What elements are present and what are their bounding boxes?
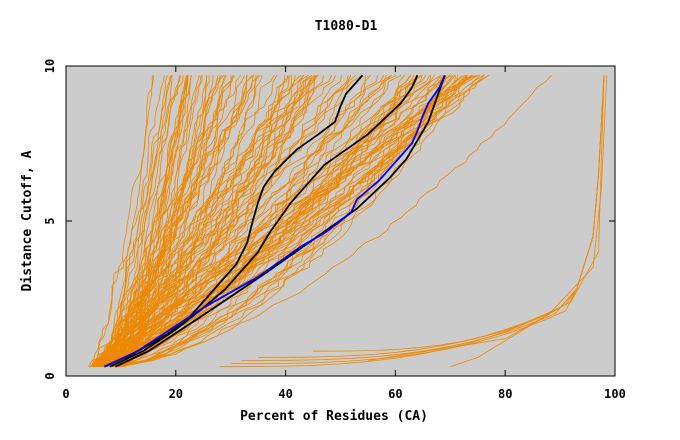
bundle-line bbox=[120, 75, 226, 367]
bundle-line bbox=[96, 74, 319, 368]
bundle-line bbox=[367, 75, 605, 361]
bundle-line bbox=[93, 75, 418, 367]
y-axis-label: Distance Cutoff, A bbox=[20, 150, 35, 291]
bundle-line bbox=[313, 75, 605, 352]
bundle-line bbox=[121, 75, 454, 368]
bundle-line bbox=[88, 75, 444, 368]
bundle-line bbox=[109, 75, 188, 367]
x-tick-label: 80 bbox=[498, 387, 512, 401]
x-tick-label: 60 bbox=[388, 387, 402, 401]
bundle-line bbox=[101, 75, 219, 368]
bundle-line bbox=[96, 75, 245, 367]
bundle-line bbox=[450, 75, 608, 368]
y-tick-label: 5 bbox=[43, 217, 57, 224]
bundle-line bbox=[111, 75, 200, 367]
bundle-line bbox=[99, 75, 552, 368]
bundle-line bbox=[102, 74, 475, 367]
bundle-line bbox=[123, 75, 445, 368]
bundle-line bbox=[118, 75, 318, 367]
bundle-line bbox=[108, 75, 332, 367]
bundle-line bbox=[94, 75, 155, 367]
bundle-line bbox=[100, 74, 309, 367]
bundle-line bbox=[94, 74, 472, 367]
x-tick-label: 100 bbox=[604, 387, 626, 401]
series-line-3 bbox=[104, 74, 446, 368]
bundle-line bbox=[113, 75, 468, 368]
bundle-line bbox=[108, 75, 153, 367]
bundle-line bbox=[94, 75, 457, 368]
chart-title: T1080-D1 bbox=[315, 19, 378, 34]
bundle-line bbox=[100, 75, 290, 367]
bundle-line bbox=[120, 75, 208, 367]
bundle-line bbox=[102, 75, 352, 367]
bundle-line bbox=[91, 75, 292, 367]
bundle-line bbox=[100, 75, 315, 368]
bundle-line bbox=[91, 75, 184, 367]
bundle-line bbox=[92, 74, 363, 368]
bundle-line bbox=[98, 75, 172, 367]
bundle-line bbox=[92, 75, 378, 368]
x-axis-label: Percent of Residues (CA) bbox=[240, 409, 428, 424]
bundle-line bbox=[118, 75, 202, 368]
bundle-line bbox=[116, 75, 423, 368]
bundle-line bbox=[95, 75, 432, 368]
bundle-line bbox=[107, 74, 442, 368]
bundle-line bbox=[102, 75, 412, 368]
bundle-line bbox=[100, 75, 214, 368]
x-tick-label: 20 bbox=[169, 387, 183, 401]
y-axis: 0 5 10 bbox=[43, 59, 615, 380]
highlighted-series bbox=[104, 74, 446, 368]
bundle-line bbox=[92, 75, 187, 367]
y-tick-label: 0 bbox=[43, 372, 57, 379]
x-tick-label: 0 bbox=[62, 387, 69, 401]
bundle-line bbox=[93, 74, 463, 368]
bundle-line bbox=[97, 75, 289, 368]
x-tick-label: 40 bbox=[278, 387, 292, 401]
bundle-line bbox=[105, 75, 468, 368]
bundle-line bbox=[111, 75, 291, 368]
bundle-line bbox=[120, 75, 192, 368]
bundle-line bbox=[106, 75, 285, 367]
x-axis: 0 20 40 60 80 100 bbox=[62, 66, 626, 401]
y-tick-label: 10 bbox=[43, 59, 57, 73]
bundle-line bbox=[116, 75, 235, 367]
bundle-line bbox=[111, 75, 316, 368]
bundle-line bbox=[118, 75, 427, 368]
